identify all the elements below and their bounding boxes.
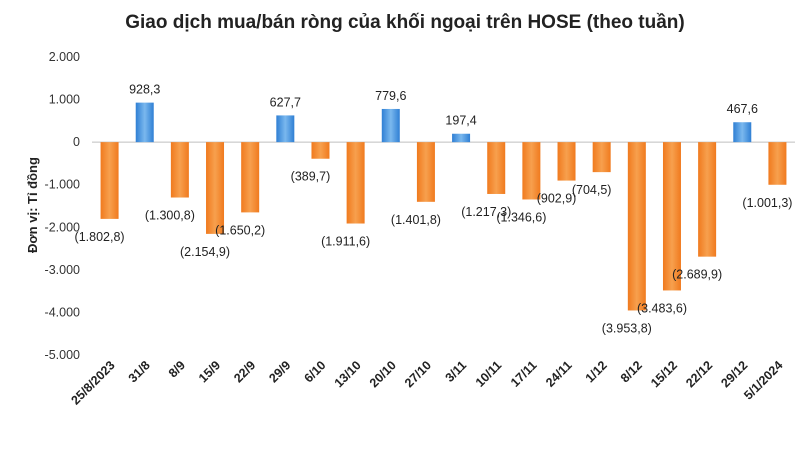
bar xyxy=(135,102,154,143)
data-label: (1.650,2) xyxy=(215,223,265,237)
x-tick-label: 20/10 xyxy=(367,358,399,390)
bar xyxy=(346,142,365,224)
y-tick-label: -1.000 xyxy=(45,178,80,192)
y-tick-label: 1.000 xyxy=(49,93,80,107)
y-tick-label: -3.000 xyxy=(45,263,80,277)
y-tick-label: 2.000 xyxy=(49,50,80,64)
data-label: (1.802,8) xyxy=(75,230,125,244)
data-label: 627,7 xyxy=(270,95,301,109)
data-label: 779,6 xyxy=(375,89,406,103)
bar xyxy=(100,142,119,219)
y-tick-label: -2.000 xyxy=(45,220,80,234)
x-tick-label: 29/12 xyxy=(718,358,750,390)
data-label: (1.300,8) xyxy=(145,209,195,223)
x-tick-label: 3/11 xyxy=(443,358,470,385)
data-label: (3.953,8) xyxy=(602,321,652,335)
x-tick-label: 5/1/2024 xyxy=(741,358,785,402)
data-label: (389,7) xyxy=(291,170,331,184)
x-tick-label: 22/9 xyxy=(231,358,258,385)
data-label: (1.401,8) xyxy=(391,213,441,227)
bar xyxy=(276,115,295,143)
bar xyxy=(487,142,506,194)
bar xyxy=(662,142,681,291)
x-tick-label: 1/12 xyxy=(583,358,610,385)
y-tick-label: -5.000 xyxy=(45,348,80,362)
bar xyxy=(592,142,611,173)
x-tick-label: 6/10 xyxy=(301,358,328,385)
bar xyxy=(170,142,189,198)
data-label: (1.001,3) xyxy=(742,196,792,210)
bar xyxy=(768,142,787,185)
data-label: (704,5) xyxy=(572,183,612,197)
data-label: (902,9) xyxy=(537,192,577,206)
x-tick-label: 15/12 xyxy=(648,358,680,390)
data-label: (1.217,3) xyxy=(461,205,511,219)
bar xyxy=(698,142,717,257)
data-label: (2.154,9) xyxy=(180,245,230,259)
bar xyxy=(241,142,260,213)
x-tick-label: 8/12 xyxy=(618,358,645,385)
bar xyxy=(206,142,225,234)
bar xyxy=(627,142,646,311)
y-tick-label: 0 xyxy=(73,135,80,149)
x-tick-label: 8/9 xyxy=(166,358,188,380)
data-label: 928,3 xyxy=(129,83,160,97)
x-tick-label: 10/11 xyxy=(473,358,505,390)
x-tick-label: 25/8/2023 xyxy=(68,358,117,407)
x-tick-label: 24/11 xyxy=(543,358,575,390)
data-label: (2.689,9) xyxy=(672,268,722,282)
chart-title: Giao dịch mua/bán ròng của khối ngoại tr… xyxy=(125,12,684,33)
data-label: (1.346,6) xyxy=(496,210,546,224)
x-tick-label: 15/9 xyxy=(196,358,223,385)
x-tick-label: 29/9 xyxy=(266,358,293,385)
y-axis-label: Đơn vị: Tỉ đồng xyxy=(25,157,40,253)
x-tick-label: 22/12 xyxy=(683,358,715,390)
data-labels-group: (1.802,8) 928,3 (1.300,8) (2.154,9) (1.650,2… xyxy=(75,83,793,336)
bar xyxy=(557,142,576,181)
x-tick-label: 13/10 xyxy=(332,358,364,390)
data-label: (3.483,6) xyxy=(637,301,687,315)
data-label: 467,6 xyxy=(727,102,758,116)
bars-group xyxy=(100,102,787,311)
x-axis-ticks: 25/8/2023 31/8 8/9 15/9 22/9 29/9 6/10 13/10 20/… xyxy=(68,358,785,407)
data-label: (1.911,6) xyxy=(321,235,370,249)
bar xyxy=(416,142,435,202)
y-axis-ticks: 2.000 1.000 0 -1.000 -2.000 -3.000 -4.000 -5.00… xyxy=(45,50,81,362)
bar xyxy=(452,133,471,143)
bar xyxy=(311,142,330,159)
x-tick-label: 27/10 xyxy=(402,358,434,390)
bar xyxy=(522,142,541,200)
x-tick-label: 17/11 xyxy=(508,358,540,390)
bar xyxy=(733,122,752,143)
bar xyxy=(381,108,400,143)
y-tick-label: -4.000 xyxy=(45,305,80,319)
data-label: 197,4 xyxy=(445,114,476,128)
x-tick-label: 31/8 xyxy=(126,358,153,385)
